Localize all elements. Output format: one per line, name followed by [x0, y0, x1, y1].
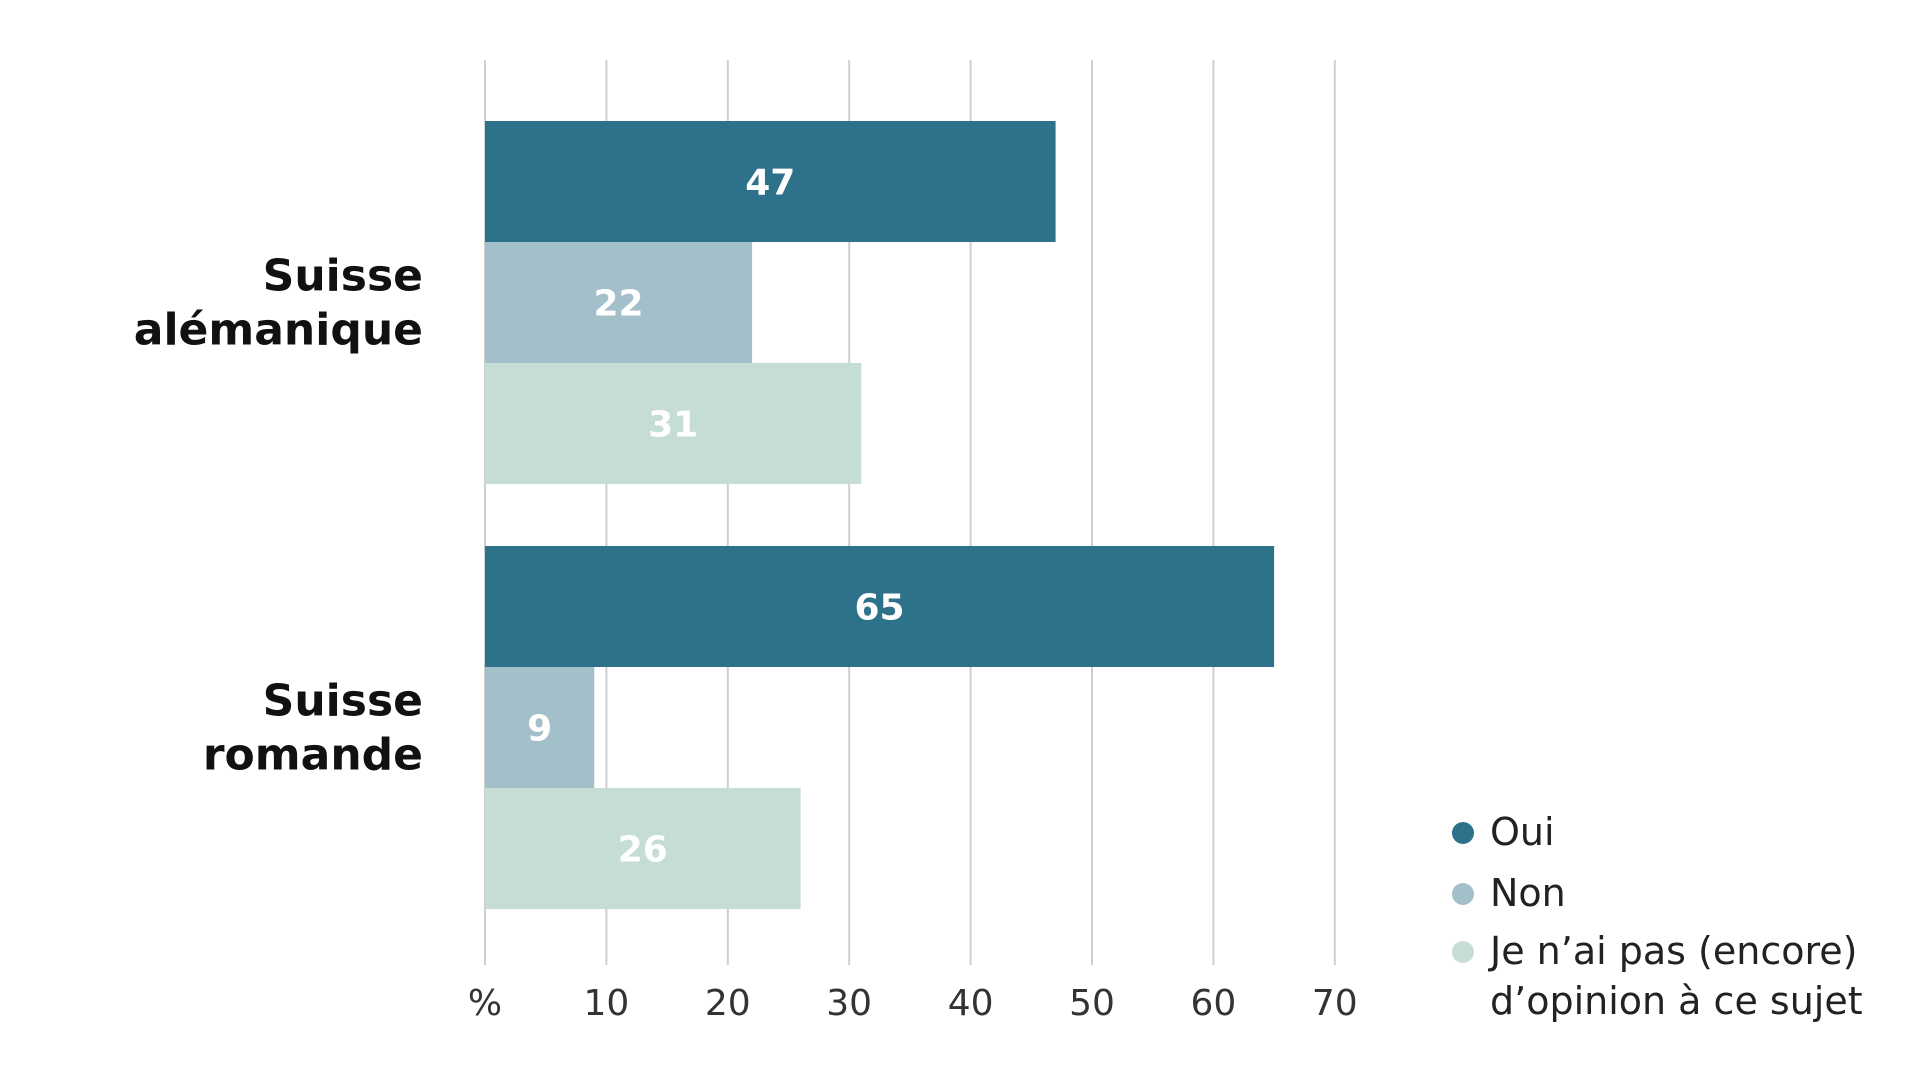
bar-value-label: 9	[527, 709, 552, 750]
legend-label: Je n’ai pas (encore)	[1488, 929, 1857, 973]
bar-value-label: 47	[745, 163, 795, 204]
legend-label: d’opinion à ce sujet	[1490, 979, 1863, 1023]
legend-label: Non	[1490, 871, 1566, 915]
x-tick-label: %	[468, 983, 502, 1024]
legend-marker	[1452, 883, 1474, 905]
bar	[485, 546, 1275, 667]
bar	[485, 788, 801, 909]
category-label: alémanique	[134, 305, 423, 356]
bars: 47 22 31 65 9 26	[485, 121, 1275, 909]
category-label: romande	[203, 730, 423, 781]
x-tick-label: 20	[705, 983, 751, 1024]
bar	[485, 667, 595, 788]
category-label: Suisse	[263, 676, 423, 727]
legend-label: Oui	[1490, 810, 1555, 854]
legend: Oui Non Je n’ai pas (encore) d’opinion à ce…	[1452, 810, 1863, 1023]
bar	[485, 121, 1056, 242]
x-tick-label: 30	[826, 983, 872, 1024]
bar-value-label: 22	[593, 284, 643, 325]
bar-value-label: 31	[648, 405, 698, 446]
bar-value-label: 26	[618, 830, 668, 871]
bar-value-label: 65	[854, 588, 904, 629]
legend-marker	[1452, 822, 1474, 844]
x-tick-label: 60	[1190, 983, 1236, 1024]
x-tick-label: 40	[948, 983, 994, 1024]
bar	[485, 363, 862, 484]
x-tick-label: 50	[1069, 983, 1115, 1024]
x-tick-label: 10	[583, 983, 629, 1024]
bar	[485, 242, 753, 363]
category-label: Suisse	[263, 251, 423, 302]
legend-marker	[1452, 941, 1474, 963]
x-tick-label: 70	[1312, 983, 1358, 1024]
x-axis-ticks: % 10 20 30 40 50 60 70	[468, 983, 1358, 1024]
